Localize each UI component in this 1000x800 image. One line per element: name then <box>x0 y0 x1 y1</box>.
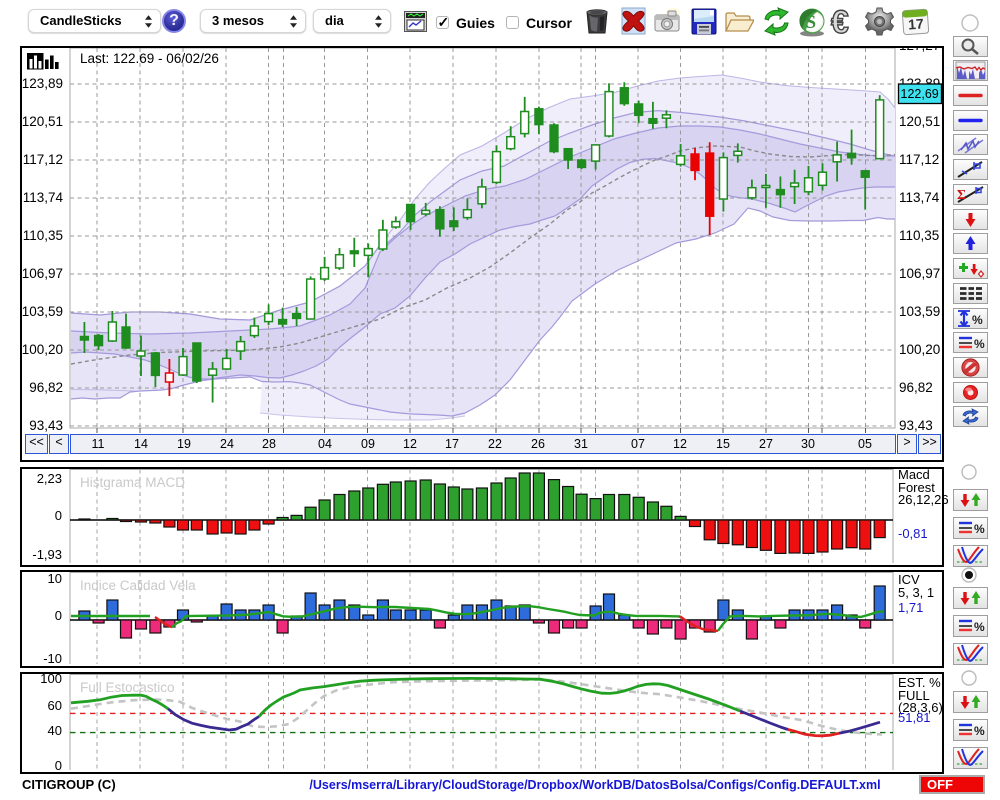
svg-text:93,43: 93,43 <box>29 418 63 433</box>
svg-text:113,74: 113,74 <box>899 190 940 205</box>
svg-text:S: S <box>806 12 817 33</box>
svg-text:117,12: 117,12 <box>899 152 939 167</box>
svg-text:110,35: 110,35 <box>899 228 939 243</box>
svg-text:96,82: 96,82 <box>899 380 933 395</box>
svg-text:%: % <box>974 724 985 738</box>
svg-text:120,51: 120,51 <box>22 114 63 129</box>
svg-text:120,51: 120,51 <box>899 114 940 129</box>
svg-text:100,20: 100,20 <box>22 342 63 357</box>
svg-text:€: € <box>831 5 849 39</box>
svg-text:117,12: 117,12 <box>23 152 63 167</box>
svg-text:113,74: 113,74 <box>23 190 64 205</box>
svg-text:106,97: 106,97 <box>899 266 940 281</box>
svg-text:96,82: 96,82 <box>29 380 63 395</box>
svg-text:127,27: 127,27 <box>899 48 940 53</box>
svg-text:110,35: 110,35 <box>23 228 63 243</box>
svg-text:Last: 122.69 - 06/02/26: Last: 122.69 - 06/02/26 <box>80 51 219 66</box>
svg-text:%: % <box>972 313 983 327</box>
svg-text:100,20: 100,20 <box>899 342 940 357</box>
svg-text:%: % <box>974 337 985 351</box>
svg-text:123,89: 123,89 <box>22 76 63 91</box>
svg-text:%: % <box>974 620 985 634</box>
svg-text:103,59: 103,59 <box>22 304 63 319</box>
svg-text:93,43: 93,43 <box>899 418 933 433</box>
svg-text:%: % <box>974 522 985 536</box>
svg-text:103,59: 103,59 <box>899 304 940 319</box>
svg-text:122,69: 122,69 <box>901 87 939 101</box>
svg-text:106,97: 106,97 <box>22 266 63 281</box>
svg-text:17: 17 <box>908 15 925 32</box>
svg-text:Σ: Σ <box>957 188 966 203</box>
